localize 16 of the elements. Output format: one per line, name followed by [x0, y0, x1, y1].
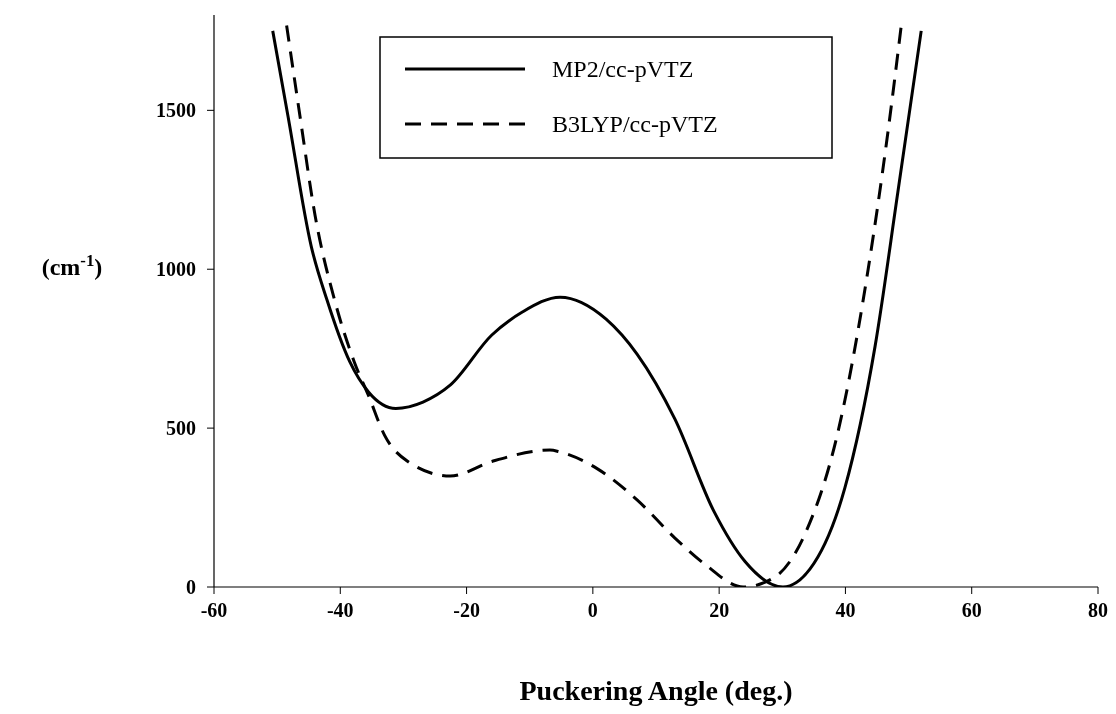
x-tick-label: -20	[453, 599, 480, 621]
legend-label: MP2/cc-pVTZ	[552, 56, 694, 83]
y-tick-label: 1000	[156, 258, 196, 281]
x-tick-label: -60	[200, 599, 228, 621]
x-tick-label: 0	[587, 599, 598, 621]
x-tick-label: 60	[961, 599, 982, 621]
y-tick-label: 500	[166, 417, 196, 440]
x-tick-label: -40	[326, 599, 354, 621]
x-tick-label: 80	[1088, 599, 1108, 621]
x-axis-title: Puckering Angle (deg.)	[519, 675, 793, 706]
y-tick-label: 1500	[156, 99, 196, 122]
x-tick-label: 20	[709, 599, 730, 621]
legend-label: B3LYP/cc-pVTZ	[552, 111, 718, 138]
y-tick-label: 0	[186, 576, 196, 598]
x-tick-label: 40	[835, 599, 856, 621]
y-axis-title: (cm$^{-1}$)	[41, 250, 103, 280]
